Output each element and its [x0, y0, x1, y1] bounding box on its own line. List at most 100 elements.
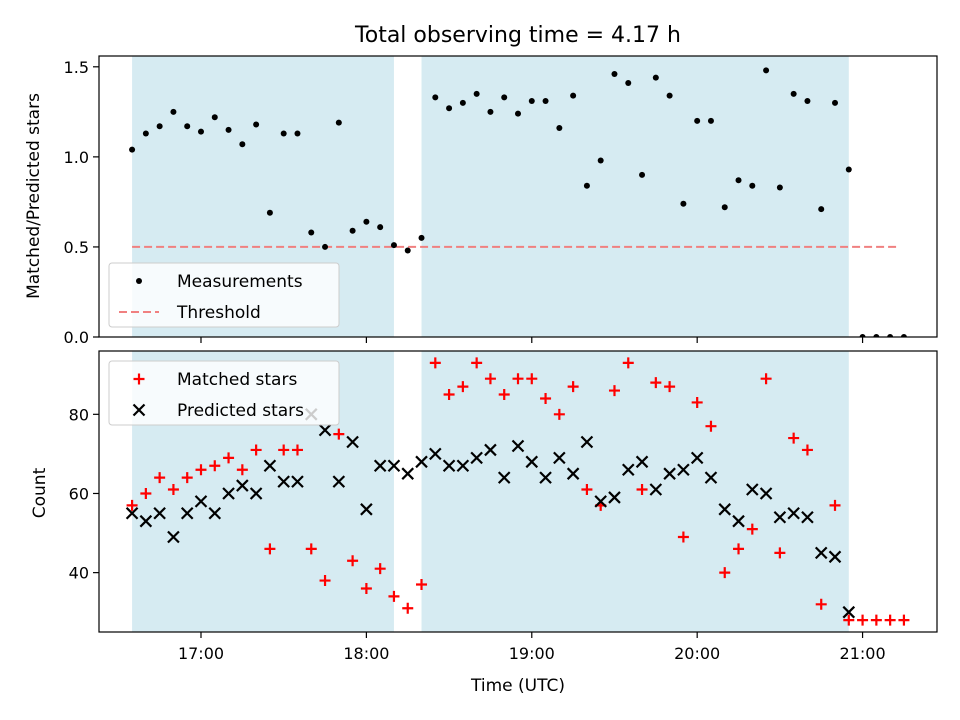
- measurement-point: [473, 90, 480, 97]
- y-tick-label: 1.0: [64, 148, 89, 167]
- shaded-interval: [421, 351, 849, 632]
- y-tick-label: 60: [69, 484, 89, 503]
- matched-star-point: [388, 590, 400, 602]
- measurement-point: [873, 334, 880, 337]
- measurement-point: [294, 130, 301, 137]
- matched-star-point: [416, 579, 428, 591]
- predicted-star-point: [360, 503, 373, 516]
- predicted-star-point: [442, 459, 456, 473]
- y-tick-label: 0.0: [64, 328, 89, 347]
- measurement-point: [170, 108, 177, 115]
- predicted-star-point: [236, 479, 249, 492]
- measurement-point: [239, 141, 246, 148]
- predicted-star-point: [732, 514, 745, 528]
- matched-star-point: [801, 444, 813, 456]
- y-tick-label: 0.5: [64, 238, 89, 257]
- predicted-star-point: [773, 510, 787, 524]
- measurement-point: [211, 114, 218, 121]
- measurement-point: [390, 242, 397, 249]
- predicted-star-point: [139, 514, 153, 528]
- matched-star-point: [677, 531, 689, 543]
- matched-star-point: [553, 408, 565, 420]
- predicted-star-point: [167, 530, 180, 544]
- measurement-point: [694, 117, 701, 124]
- axes-frame: [98, 350, 938, 633]
- matched-star-point: [319, 575, 331, 587]
- measurement-point: [887, 334, 894, 337]
- measurement-point: [515, 110, 521, 117]
- predicted-star-point: [828, 550, 842, 564]
- measurement-point: [666, 92, 673, 99]
- measurement-point: [707, 117, 714, 124]
- predicted-star-point: [704, 471, 718, 484]
- predicted-star-point: [594, 495, 607, 508]
- measurement-point: [377, 224, 384, 231]
- measurement-point: [625, 80, 632, 87]
- matched-star-point: [278, 444, 290, 456]
- matched-star-point: [843, 614, 855, 626]
- plot-area: [129, 67, 907, 337]
- predicted-star-point: [387, 459, 401, 473]
- matched-star-point: [829, 499, 841, 511]
- measurement-point: [735, 177, 742, 184]
- shaded-interval: [421, 56, 849, 337]
- measurement-point: [776, 184, 783, 191]
- matched-star-point: [733, 543, 745, 555]
- x-tick-label: 18:00: [343, 644, 389, 663]
- predicted-star-point: [814, 546, 828, 560]
- matched-star-point: [622, 357, 634, 369]
- predicted-star-point: [222, 487, 235, 500]
- matched-star-point: [140, 487, 152, 499]
- matched-star-point: [581, 484, 593, 496]
- measurement-point: [432, 94, 439, 101]
- predicted-star-point: [484, 443, 497, 457]
- matched-star-point: [664, 381, 676, 393]
- measurement-point: [790, 90, 797, 97]
- predicted-star-point: [553, 451, 566, 465]
- measurement-point: [184, 123, 191, 130]
- matched-star-point: [498, 389, 510, 401]
- measurement-point: [129, 146, 136, 153]
- matched-star-point: [305, 543, 317, 555]
- bottom-panel: 40 60 80 17:00 18:00 19:00 20:00 21:00 Matched s…: [69, 350, 938, 663]
- matched-star-point: [347, 555, 359, 567]
- predicted-star-point: [401, 467, 415, 480]
- predicted-star-point: [511, 439, 525, 453]
- measurement-point: [266, 209, 273, 216]
- measurement-point: [501, 94, 508, 101]
- predicted-star-point: [429, 447, 442, 461]
- matched-star-point: [540, 392, 552, 404]
- predicted-star-point: [759, 487, 773, 500]
- predicted-star-point: [125, 506, 139, 520]
- matched-star-point: [691, 396, 703, 408]
- legend-marker-measurements: [136, 278, 142, 284]
- measurement-point: [570, 92, 577, 99]
- matched-star-point: [567, 381, 579, 393]
- predicted-star-point: [787, 506, 800, 520]
- predicted-star-point: [373, 459, 387, 473]
- measurement-point: [528, 98, 535, 105]
- predicted-star-point: [649, 483, 663, 496]
- matched-star-point: [705, 420, 717, 432]
- predicted-star-point: [249, 487, 263, 500]
- predicted-star-point: [277, 475, 290, 488]
- legend-label: Predicted stars: [177, 401, 304, 421]
- matched-star-point: [181, 472, 193, 484]
- legend-marker-predicted: [132, 403, 146, 417]
- predicted-star-point: [456, 459, 470, 473]
- measurement-point: [156, 123, 163, 130]
- predicted-star-point: [180, 506, 194, 520]
- matched-star-point: [471, 357, 483, 369]
- legend-label: Threshold: [176, 303, 261, 323]
- matched-star-point: [457, 381, 469, 393]
- measurement-point: [253, 121, 260, 128]
- predicted-star-point: [608, 491, 621, 504]
- measurement-point: [418, 234, 425, 241]
- legend-box: [108, 262, 340, 328]
- y-tick-label: 80: [69, 405, 89, 424]
- matched-star-point: [884, 614, 896, 626]
- matched-star-point: [857, 614, 869, 626]
- predicted-star-point: [621, 463, 635, 477]
- measurement-point: [611, 71, 618, 78]
- matched-star-point: [774, 547, 786, 559]
